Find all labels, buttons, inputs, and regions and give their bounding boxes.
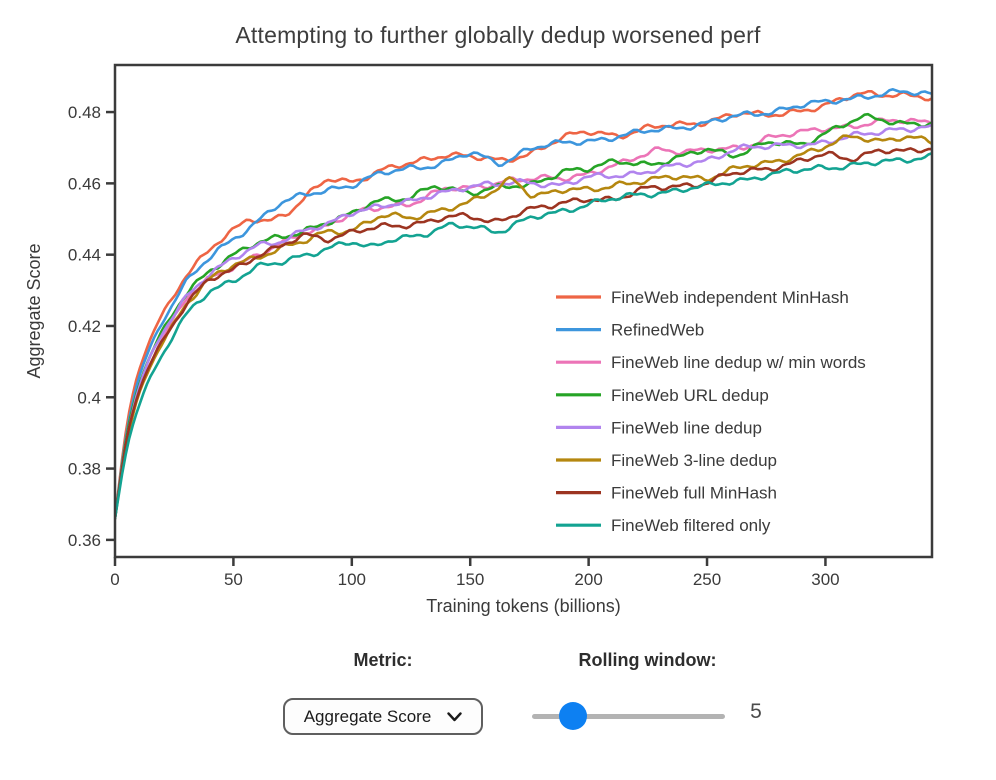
series-line-independent-minhash — [115, 90, 932, 520]
chart-title: Attempting to further globally dedup wor… — [235, 22, 761, 48]
chevron-down-icon — [447, 711, 462, 722]
line-chart: 0 50 100 150 200 250 300 0.36 0.38 0.4 0.42 0.44 0.4… — [24, 63, 934, 616]
y-tick-label: 0.44 — [68, 246, 101, 265]
legend-label-line-dedup: FineWeb line dedup — [611, 418, 762, 437]
legend-label-full-minhash: FineWeb full MinHash — [611, 484, 777, 503]
rolling-window-slider-thumb[interactable] — [559, 702, 587, 730]
y-tick-label: 0.42 — [68, 317, 101, 336]
legend-label-refinedweb: RefinedWeb — [611, 321, 704, 340]
x-tick-label: 200 — [574, 570, 602, 589]
x-tick-label: 100 — [338, 570, 366, 589]
series-line-full-minhash — [115, 147, 932, 520]
rolling-window-value: 5 — [750, 700, 762, 723]
plot-border — [113, 63, 934, 559]
legend-label-three-line-dedup: FineWeb 3-line dedup — [611, 451, 777, 470]
series-line-filtered-only — [115, 151, 932, 520]
rolling-window-slider-track[interactable] — [532, 714, 725, 719]
y-tick-label: 0.38 — [68, 460, 101, 479]
series-line-refinedweb — [115, 88, 932, 520]
legend-label-line-dedup-min-words: FineWeb line dedup w/ min words — [611, 353, 866, 372]
series-line-line-dedup-min-words — [115, 117, 932, 520]
series-line-url-dedup — [115, 112, 932, 520]
series-line-line-dedup — [115, 123, 932, 520]
x-tick-label: 150 — [456, 570, 484, 589]
series-line-three-line-dedup — [115, 134, 932, 520]
y-tick-label: 0.4 — [77, 388, 101, 407]
x-tick-label: 250 — [693, 570, 721, 589]
y-tick-label: 0.46 — [68, 174, 101, 193]
x-tick-label: 0 — [110, 570, 119, 589]
legend-label-url-dedup: FineWeb URL dedup — [611, 386, 769, 405]
x-tick-label: 300 — [811, 570, 839, 589]
metric-label: Metric: — [353, 650, 413, 670]
y-tick-label: 0.48 — [68, 103, 101, 122]
x-axis-label: Training tokens (billions) — [426, 596, 620, 616]
metric-select[interactable]: Aggregate Score — [283, 698, 483, 735]
legend-label-filtered-only: FineWeb filtered only — [611, 516, 771, 535]
y-tick-label: 0.36 — [68, 531, 101, 550]
metric-select-value: Aggregate Score — [303, 706, 432, 726]
rolling-window-label: Rolling window: — [578, 650, 717, 670]
x-tick-label: 50 — [224, 570, 243, 589]
legend-label-independent-minhash: FineWeb independent MinHash — [611, 288, 849, 307]
y-axis-label: Aggregate Score — [24, 243, 44, 378]
